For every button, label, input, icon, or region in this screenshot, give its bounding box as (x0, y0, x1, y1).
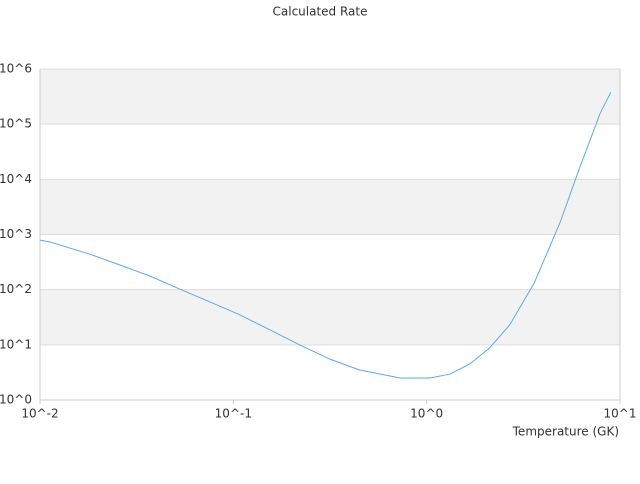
line (39, 91, 612, 379)
y-tick-label: 10^6 (0, 62, 32, 76)
x-tick-label: 10^0 (410, 407, 443, 421)
x-tick-label: 10^-2 (21, 407, 58, 421)
y-tick-label: 10^4 (0, 172, 32, 186)
band (40, 179, 620, 235)
x-tick-label: 10^-1 (215, 407, 252, 421)
chart-title: Calculated Rate (273, 5, 368, 19)
band (40, 69, 620, 125)
y-tick-label: 10^5 (0, 117, 32, 131)
x-axis-label: Temperature (GK) (512, 425, 619, 439)
x-tick-label: 10^1 (604, 407, 637, 421)
band (40, 289, 620, 345)
y-tick-label: 10^1 (0, 337, 32, 351)
y-tick-label: 10^3 (0, 227, 32, 241)
y-tick-label: 10^2 (0, 282, 32, 296)
y-tick-label: 10^0 (0, 393, 32, 407)
